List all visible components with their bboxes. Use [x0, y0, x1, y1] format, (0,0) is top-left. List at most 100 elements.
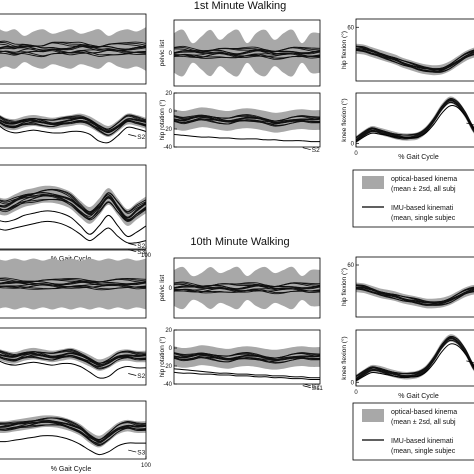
subject-line	[0, 45, 146, 51]
subject-line	[174, 45, 320, 52]
subject-line	[174, 282, 320, 289]
outlier-line-s2	[0, 210, 146, 238]
subject-line	[0, 50, 146, 57]
y-tick-label: -20	[163, 364, 172, 370]
y-axis-label: hip flexion (°)	[340, 268, 348, 306]
subject-line	[0, 419, 146, 441]
x-tick-label: 0	[354, 151, 358, 157]
outlier-line-s11	[174, 371, 320, 381]
axes-frame	[173, 329, 321, 385]
subject-line	[0, 277, 146, 283]
legend-10th-minute: optical-based kinema (mean ± 2sd, all su…	[352, 402, 474, 461]
annotation-arrow	[302, 147, 311, 151]
subject-line	[356, 98, 474, 141]
y-axis-label: knee flexion (°)	[340, 336, 348, 379]
legend-band-text: optical-based kinema	[391, 176, 457, 183]
legend-line-text: IMU-based kinemati	[391, 205, 454, 212]
axes-frame	[0, 249, 147, 319]
subject-line	[0, 117, 146, 131]
plot-area	[0, 415, 146, 456]
subject-line	[0, 42, 146, 49]
legend-band-text: optical-based kinema	[391, 409, 457, 416]
subject-line	[174, 353, 320, 359]
subject-line	[356, 50, 474, 73]
outlier-line-s	[356, 343, 474, 382]
subject-line	[174, 52, 320, 58]
panel-m1-mid-left: S2	[0, 92, 147, 149]
plot-area	[174, 107, 320, 143]
annotation-label-s2: S2	[137, 134, 145, 141]
subject-line	[356, 288, 474, 306]
subject-line	[174, 288, 320, 294]
outlier-line-s3	[0, 220, 146, 244]
annotation-arrow	[128, 449, 137, 453]
plot-area	[356, 43, 474, 76]
axes-frame	[355, 92, 474, 148]
y-tick-label: 0	[351, 380, 355, 386]
legend-band-subtext: (mean ± 2sd, all subj	[391, 419, 456, 426]
subject-line	[0, 351, 146, 364]
y-tick-label: -40	[163, 145, 172, 151]
subject-line	[174, 53, 320, 59]
annotation-arrow	[128, 373, 137, 376]
axes-frame	[173, 92, 321, 148]
subject-line	[356, 339, 474, 381]
plot-area	[0, 258, 146, 310]
plot-area	[0, 185, 146, 244]
y-tick-label: -40	[163, 382, 172, 388]
annotation-label-s2: S2	[312, 147, 320, 154]
y-tick-label: -20	[163, 127, 172, 133]
axes-frame	[355, 18, 474, 82]
subject-line	[174, 118, 320, 126]
subject-line	[174, 281, 320, 287]
plot-area	[356, 282, 474, 309]
legend-line-subtext: (mean, single subjec	[391, 215, 456, 222]
y-axis-label: hip rotation (°)	[158, 100, 166, 141]
y-axis-label: knee flexion (°)	[340, 98, 348, 141]
panel-m1-top-left	[0, 13, 147, 85]
annotation-arrow	[466, 122, 474, 126]
plot-area	[174, 266, 320, 310]
subject-line	[0, 281, 146, 286]
legend-band-subtext: (mean ± 2sd, all subj	[391, 186, 456, 193]
subject-line	[0, 285, 146, 290]
outlier-line-s3	[0, 435, 146, 456]
outlier-line-s2	[0, 125, 146, 144]
annotation-label-s2: S2	[137, 243, 145, 250]
sd-band	[0, 415, 146, 448]
subject-line	[356, 45, 474, 70]
outlier-line-s2	[174, 133, 320, 143]
subject-line	[0, 189, 146, 213]
annotation-label-s11: S11	[312, 385, 323, 392]
y-tick-label: 0	[169, 286, 173, 292]
outlier-line-s2	[356, 105, 474, 143]
legend-line-subtext: (mean, single subjec	[391, 448, 456, 455]
annotation-arrow	[128, 243, 137, 246]
subject-line	[174, 114, 320, 122]
outlier-line-s2	[0, 360, 146, 379]
plot-area	[0, 347, 146, 379]
annotation-label-s3: S3	[137, 450, 145, 457]
plot-area	[174, 345, 320, 381]
y-tick-label: 60	[347, 25, 354, 31]
subject-line	[0, 354, 146, 369]
subject-line	[356, 287, 474, 304]
subject-line	[0, 198, 146, 222]
plot-area	[356, 334, 474, 383]
subject-line	[356, 48, 474, 70]
y-tick-label: 20	[165, 328, 172, 334]
annotation-label-s2: S2	[137, 373, 145, 380]
annotation-arrow	[302, 385, 311, 388]
axes-frame	[0, 92, 147, 149]
panel-m10-bottom-left: S3 100 % Gait Cycle	[0, 400, 152, 473]
plot-area	[356, 96, 474, 144]
subject-line	[0, 417, 146, 440]
y-tick-label: 0	[351, 141, 355, 147]
axes-frame	[0, 13, 147, 85]
legend-1st-minute: optical-based kinema (mean ± 2sd, all su…	[352, 169, 474, 228]
annotation-label-s2: S2	[312, 383, 320, 390]
